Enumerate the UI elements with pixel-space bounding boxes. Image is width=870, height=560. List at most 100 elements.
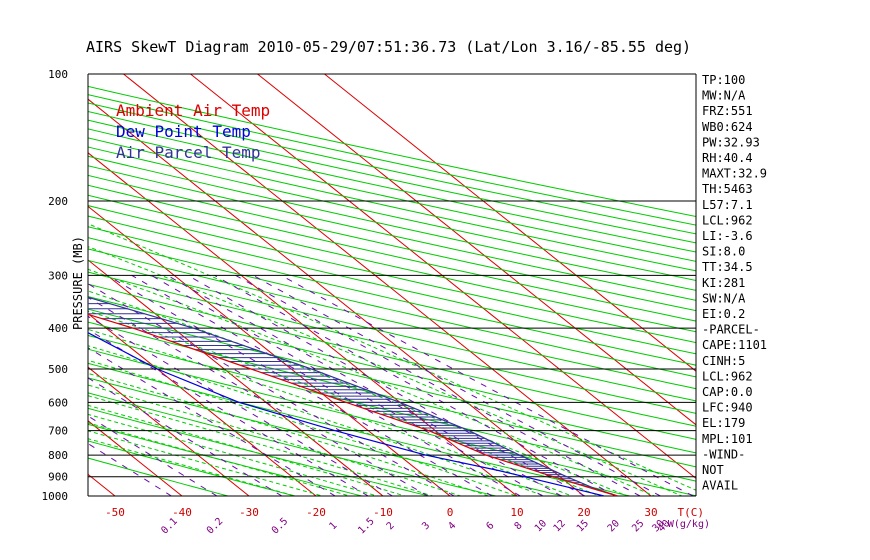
series-line-dew-point-temp	[88, 331, 605, 496]
isotherm-line	[88, 259, 384, 496]
dry-adiabat-line	[88, 119, 696, 253]
dry-adiabat-line	[88, 407, 432, 496]
moist-adiabat-line	[88, 438, 297, 496]
pressure-tick-label: 200	[48, 195, 68, 208]
index-item: -PARCEL-	[702, 323, 760, 337]
dry-adiabat-line	[88, 137, 696, 272]
index-item: MAXT:32.9	[702, 167, 767, 181]
index-item: EL:179	[702, 416, 745, 430]
dry-adiabat-line	[88, 184, 696, 322]
mixing-ratio-tick-label: 1	[327, 520, 339, 532]
dry-adiabat-line	[88, 194, 696, 333]
index-item: CAP:0.0	[702, 385, 753, 399]
index-item: LFC:940	[702, 401, 753, 415]
mixing-ratio-lines	[88, 274, 694, 496]
dry-adiabat-line	[88, 128, 696, 262]
bottom-temp-tick-label: -10	[373, 506, 393, 519]
bottom-temp-tick-label: 20	[577, 506, 590, 519]
mixing-ratio-tick-label: 8	[513, 520, 525, 532]
mixing-ratio-line	[88, 283, 455, 496]
dry-adiabat-line	[88, 226, 696, 366]
index-item: AVAIL	[702, 479, 738, 493]
dry-adiabat-line	[88, 423, 364, 496]
index-item: TT:34.5	[702, 260, 753, 274]
index-item: -WIND-	[702, 447, 745, 461]
index-item: LCL:962	[702, 369, 753, 383]
mixing-ratio-tick-label: 0.5	[270, 516, 291, 537]
index-item: SW:N/A	[702, 291, 746, 305]
mixing-ratio-line	[88, 415, 218, 496]
moist-adiabat-line	[88, 290, 629, 496]
mixing-ratio-tick-label: 6	[485, 520, 497, 532]
isotherm-line	[88, 98, 585, 496]
dry-adiabat-line	[88, 165, 696, 301]
isotherm-line	[324, 74, 696, 372]
isobar-lines	[87, 73, 697, 497]
bottom-temp-tick-label: 30	[644, 506, 657, 519]
dry-adiabat-line	[88, 283, 696, 427]
dry-adiabat-line	[88, 146, 696, 282]
legend-entry: Air Parcel Temp	[116, 143, 261, 162]
mixing-ratio-tick-label: 12	[552, 518, 568, 534]
mixing-ratio-line	[252, 274, 661, 496]
cape-hatch	[88, 297, 591, 488]
pressure-tick-label: 1000	[42, 490, 69, 503]
bottom-temp-tick-label: 0	[447, 506, 454, 519]
index-item: TH:5463	[702, 182, 753, 196]
dry-adiabat-line	[88, 215, 696, 355]
index-item: KI:281	[702, 276, 745, 290]
pressure-tick-label: 900	[48, 471, 68, 484]
series-line-ambient-air-temp	[88, 313, 618, 496]
mixing-ratio-line	[88, 315, 393, 496]
index-item: LI:-3.6	[702, 229, 753, 243]
index-item: NOT	[702, 463, 724, 477]
pressure-tick-label: 100	[48, 68, 68, 81]
isotherm-line	[0, 74, 48, 496]
index-item: CINH:5	[702, 354, 745, 368]
mixing-ratio-tick-label: 20	[606, 518, 622, 534]
bottom-temp-tick-label: 10	[510, 506, 523, 519]
mixing-ratio-tick-label: 3	[420, 520, 432, 532]
bottom-temp-tick-label: -50	[105, 506, 125, 519]
mixing-ratio-tick-label: 2	[385, 520, 397, 532]
isotherm-line	[123, 74, 652, 496]
moist-adiabat-line	[88, 372, 491, 496]
index-item: LCL:962	[702, 213, 753, 227]
series-line-air-parcel-temp	[88, 296, 618, 496]
mixing-ratio-line	[88, 296, 429, 496]
isotherm-line	[88, 366, 250, 496]
dry-adiabat-line	[88, 155, 696, 291]
bottom-temp-tick-label: -20	[306, 506, 326, 519]
moist-adiabat-line	[88, 384, 463, 496]
index-item: EI:0.2	[702, 307, 745, 321]
moist-adiabat-line	[88, 395, 435, 496]
index-item: TP:100	[702, 73, 745, 87]
mixing-ratio-tick-label: 15	[575, 518, 591, 534]
index-item: FRZ:551	[702, 104, 753, 118]
legend-entry: Dew Point Temp	[116, 122, 251, 141]
axis-ticks: 1002003004005006007008009001000-120-110-…	[42, 68, 711, 537]
mixing-ratio-line	[88, 442, 172, 496]
mixing-ratio-line	[88, 347, 336, 496]
mixing-ratio-line	[131, 274, 521, 496]
x-axis-label: T(C)	[678, 506, 705, 519]
isotherm-line	[88, 312, 317, 496]
pressure-tick-label: 300	[48, 269, 68, 282]
bottom-temp-tick-label: -30	[239, 506, 259, 519]
moist-adiabat-line	[88, 310, 601, 496]
dry-adiabat-line	[88, 271, 696, 414]
dry-adiabat-line	[88, 457, 230, 496]
mixing-ratio-tick-label: 0.2	[205, 516, 226, 537]
mixing-ratio-tick-label: 4	[446, 520, 458, 532]
legend: Ambient Air Temp Dew Point Temp Air Parcel…	[116, 101, 270, 162]
pressure-tick-label: 400	[48, 322, 68, 335]
dry-adiabat-line	[88, 377, 566, 496]
dry-adiabat-line	[88, 295, 696, 440]
y-axis-label: PRESSURE (MB)	[71, 236, 85, 330]
dry-adiabat-line	[88, 259, 696, 402]
mixing-ratio-line	[106, 274, 493, 496]
index-item: WB0:624	[702, 120, 753, 134]
index-item: CAPE:1101	[702, 338, 767, 352]
moist-adiabat-line	[88, 413, 379, 496]
